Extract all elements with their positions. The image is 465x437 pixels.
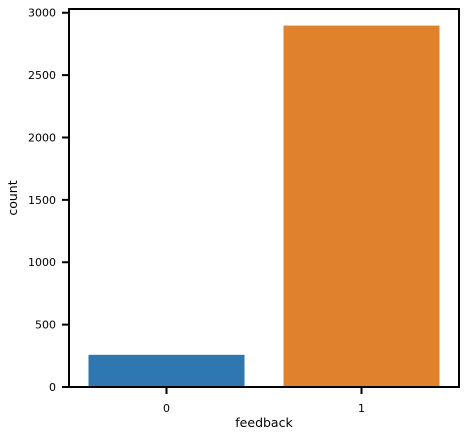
y-tick-label: 3000 (28, 7, 56, 20)
y-tick-label: 2000 (28, 131, 56, 144)
y-tick-label: 0 (49, 381, 56, 394)
y-tick-label: 1500 (28, 194, 56, 207)
y-axis-ticks: 0 500 1000 1500 2000 2500 3000 (28, 7, 69, 394)
bar-1 (283, 25, 440, 388)
plot-frame (68, 8, 460, 388)
x-tick-label: 0 (163, 402, 170, 415)
x-tick-label: 1 (358, 402, 365, 415)
x-axis-label: feedback (235, 415, 293, 430)
y-tick-label: 2500 (28, 69, 56, 82)
y-tick-label: 1000 (28, 256, 56, 269)
bar-0 (88, 354, 245, 387)
y-tick-label: 500 (35, 319, 56, 332)
y-axis-label: count (5, 180, 20, 215)
bar-group (88, 25, 440, 388)
